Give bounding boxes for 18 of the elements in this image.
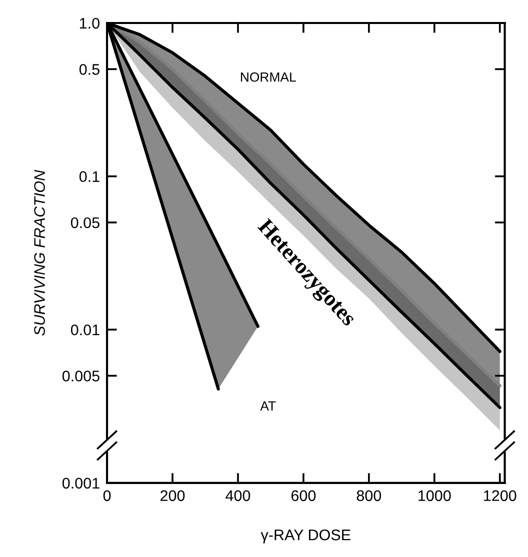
x-tick-label: 800 bbox=[356, 490, 382, 502]
y-axis-title: SURVIVING FRACTION bbox=[34, 170, 45, 336]
y-tick-label: 0.5 bbox=[79, 64, 100, 75]
y-tick-label: 1.0 bbox=[80, 18, 100, 29]
x-tick-label: 400 bbox=[226, 490, 250, 502]
y-tick-label: 0.01 bbox=[70, 324, 100, 336]
x-tick-label: 1000 bbox=[418, 490, 451, 502]
y-tick-label: 0.005 bbox=[62, 370, 100, 382]
x-tick-label: 200 bbox=[160, 490, 185, 502]
y-tick-label: 0.1 bbox=[79, 171, 100, 182]
annotation: NORMAL bbox=[240, 72, 296, 82]
x-tick-label: 600 bbox=[291, 490, 316, 502]
y-tick-label: 0.05 bbox=[70, 217, 100, 228]
x-tick-label: 1200 bbox=[484, 490, 516, 502]
annotation: AT bbox=[260, 401, 276, 410]
y-tick-label: 0.001 bbox=[62, 478, 100, 489]
x-tick-label: 0 bbox=[103, 490, 111, 502]
x-axis-title: γ-RAY DOSE bbox=[260, 530, 350, 544]
